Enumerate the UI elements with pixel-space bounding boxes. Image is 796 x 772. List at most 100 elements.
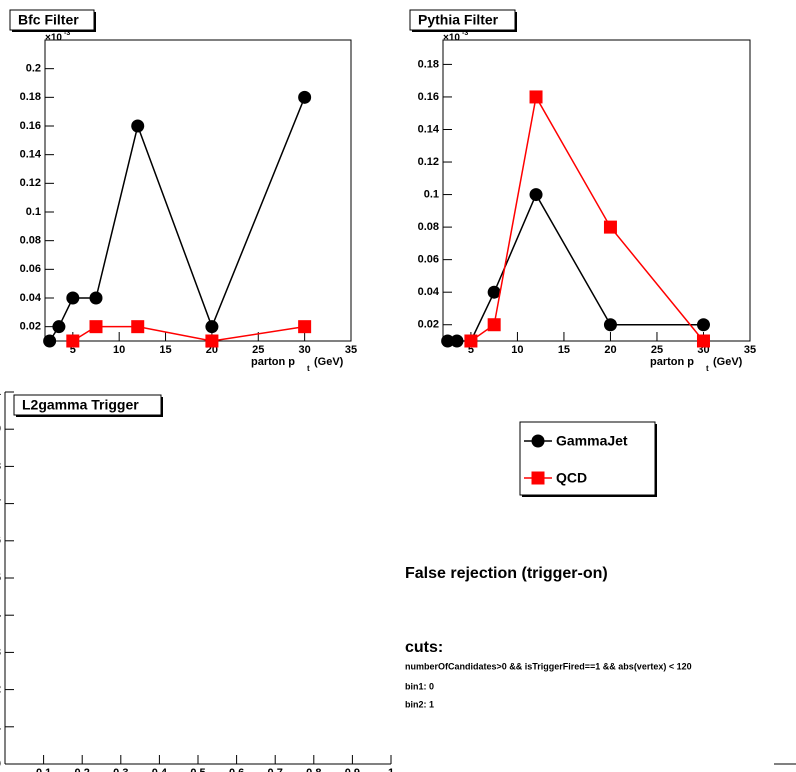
x-axis-label-unit: (GeV) [314,356,344,368]
marker [131,320,145,334]
chart-title: Pythia Filter [418,12,499,28]
marker [531,471,545,485]
x-tick-label: 35 [744,344,756,356]
x-tick-label: 0.1 [36,767,51,772]
y-tick-label: 0.06 [20,263,41,275]
y-tick-label: 0.02 [20,321,41,333]
y-tick-label: 0.04 [20,292,42,304]
x-tick-label: 0.8 [306,767,321,772]
title-box [13,394,162,416]
x-tick-label: 25 [651,344,663,356]
note-line: bin2: 1 [405,699,434,709]
y-tick-label: 0.16 [20,120,41,132]
x-tick-label: 0.3 [113,767,128,772]
y-tick-label: 0.1 [26,206,41,218]
x-tick-label: 20 [604,344,616,356]
marker [529,188,543,202]
x-tick-label: 0.6 [229,767,244,772]
y-tick-label: 0.2 [0,684,1,696]
y-tick-label: 0.4 [0,609,2,621]
marker [603,318,617,332]
title-box [9,9,95,31]
y-tick-label: 0.12 [20,177,41,189]
x-tick-label: 35 [345,344,357,356]
y-tick-label: 0.08 [20,235,41,247]
marker [696,334,710,348]
x-tick-label: 5 [70,344,76,356]
y-tick-label: 0 [0,758,1,770]
y-tick-label: 0.5 [0,572,1,584]
marker [464,334,478,348]
marker [450,334,464,348]
y-tick-label: 0.14 [20,149,42,161]
marker [66,334,80,348]
x-tick-label: 1 [388,767,394,772]
x-axis-label-unit: (GeV) [713,356,743,368]
marker [89,320,103,334]
y-tick-label: 0.1 [0,721,1,733]
marker [205,334,219,348]
marker [131,119,145,133]
x-axis-label-sub: t [307,364,310,373]
y-tick-label: 1 [0,386,1,398]
y-tick-label: 0.1 [424,188,439,200]
x-tick-label: 0.2 [75,767,90,772]
y-tick-label: 0.18 [418,58,439,70]
y-tick-label: 0.8 [0,460,1,472]
y-tick-label: 0.02 [418,319,439,331]
x-tick-label: 0.9 [345,767,360,772]
chart-panel: 0 0.1 0.2 0.3 0.4 0.5 0.6 0.7 0.8 0.9 1 0.1 0.2 0.3 0.… [0,386,394,772]
y-tick-label: 0.08 [418,221,439,233]
note-line: numberOfCandidates>0 && isTriggerFired==… [405,661,692,671]
marker [603,220,617,234]
cuts-label: cuts: [405,639,443,656]
x-tick-label: 0.7 [268,767,283,772]
chart-panel: 0.02 0.04 0.06 0.08 0.1 0.12 0.14 0.16 0.18 0.2 5 1… [9,9,357,373]
chart-title: L2gamma Trigger [22,397,139,413]
y-tick-label: 0.16 [418,91,439,103]
y-scale-exponent: -3 [462,30,468,37]
x-tick-label: 0.5 [190,767,205,772]
marker [52,320,66,334]
marker [531,434,545,448]
chart-panel: 0.02 0.04 0.06 0.08 0.1 0.12 0.14 0.16 0.18 5 10 15… [409,9,756,373]
legend-label: QCD [556,470,587,486]
y-tick-label: 0.2 [26,63,41,75]
x-axis-label: parton p [251,356,295,368]
marker [66,291,80,305]
y-tick-label: 0.3 [0,646,1,658]
marker [487,285,501,299]
x-tick-label: 10 [511,344,523,356]
marker [43,334,57,348]
title-box [409,9,516,31]
note-line: bin1: 0 [405,681,434,691]
x-tick-label: 5 [468,344,474,356]
x-tick-label: 0.4 [152,767,168,772]
notes-heading: False rejection (trigger-on) [405,565,608,582]
marker [696,318,710,332]
marker [487,318,501,332]
marker [441,334,455,348]
marker [89,291,103,305]
marker [298,90,312,104]
marker [298,320,312,334]
chart-title: Bfc Filter [18,12,79,28]
x-tick-label: 15 [159,344,171,356]
y-tick-label: 0.12 [418,156,439,168]
x-axis-label: parton p [650,356,694,368]
y-scale-exponent: -3 [64,30,70,37]
y-tick-label: 0.7 [0,498,1,510]
legend: GammaJet QCD [519,421,657,497]
y-tick-label: 0.06 [418,254,439,266]
y-scale: ×10 [45,33,62,44]
y-tick-label: 0.18 [20,91,41,103]
marker [529,90,543,104]
x-tick-label: 30 [299,344,311,356]
x-tick-label: 15 [558,344,570,356]
x-tick-label: 25 [252,344,264,356]
y-tick-label: 0.04 [418,286,440,298]
x-axis-label-sub: t [706,364,709,373]
marker [205,320,219,334]
